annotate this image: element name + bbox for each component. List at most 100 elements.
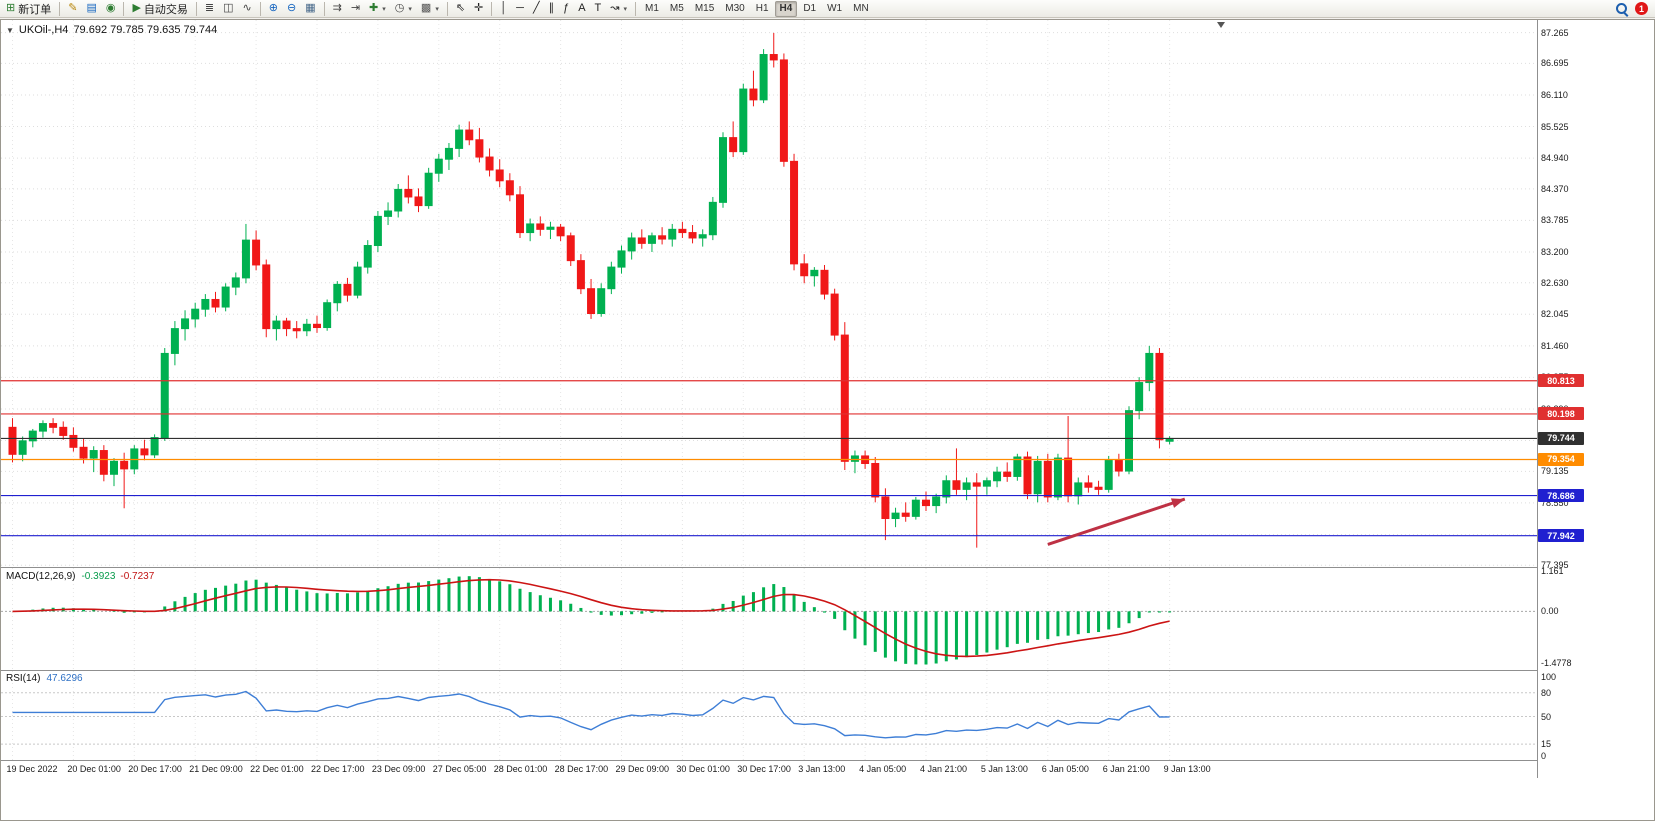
candle-body [749,88,758,101]
candle-body [120,460,129,470]
rsi-tick-label: 80 [1541,687,1552,698]
timeframe-mn-button[interactable]: MN [853,2,869,14]
text-label-button[interactable]: T [591,0,606,18]
candle-body [1114,459,1123,472]
candle-body [302,323,311,332]
candle-body [769,54,778,61]
zoom-in-icon: ⊕ [268,2,278,14]
indicators-button[interactable]: ✚ ▾ [365,0,390,18]
fibonacci-button[interactable]: ƒ [559,0,573,18]
data-feed-icon-button[interactable]: ◉ [102,0,120,18]
macd-tick-label: 1.161 [1541,566,1564,577]
candle-body [820,269,829,295]
tile-windows-button[interactable]: ▦ [301,0,319,18]
time-axis-label: 22 Dec 17:00 [311,764,365,774]
toolbar-separator [635,1,636,16]
candle-body [110,460,118,475]
candle-body [1064,457,1073,497]
candlestick-chart-icon-button[interactable]: ◫ [219,0,237,18]
arrows-button[interactable]: ↝ ▾ [606,0,631,18]
macd-panel-divider[interactable] [1,567,1654,568]
time-axis-label: 6 Jan 05:00 [1041,764,1089,774]
candle-body [759,54,768,101]
templates-button[interactable]: ▩ ▾ [417,0,443,18]
candle-body [678,228,687,234]
timeframe-m5-button[interactable]: M5 [669,2,684,14]
notification-badge[interactable]: 1 [1635,2,1648,15]
trendline-button[interactable]: ╱ [529,0,544,18]
price-chart-panel [1,20,1537,566]
timeframe-m1-button[interactable]: M1 [645,2,659,14]
tile-windows-icon: ▦ [305,2,316,14]
new-order-button[interactable]: ⊞ 新订单 [2,0,55,18]
candle-body [485,156,494,171]
auto-trading-button-label: 自动交易 [143,3,188,16]
candle-body [566,235,575,262]
candle-body [962,482,971,490]
rsi-value: 47.6296 [46,673,83,684]
candle-body [373,215,382,247]
auto-scroll-icon: ⇉ [332,2,342,14]
text-button[interactable]: A [574,0,589,18]
pencil-icon-button[interactable]: ✎ [64,0,81,18]
candle-body [181,318,190,330]
timeframe-w1-button[interactable]: W1 [827,2,843,14]
trend-arrow-line[interactable] [1047,497,1186,546]
cursor-button[interactable]: ⇖ [452,0,469,18]
time-axis[interactable]: 19 Dec 2022 20 Dec 01:00 20 Dec 17:00 21 De… [1,761,1537,778]
chart-shift-button[interactable]: ⇥ [347,0,364,18]
text-icon: A [578,2,586,14]
chart-shift-icon: ⇥ [350,2,361,14]
time-axis-label: 28 Dec 17:00 [554,764,609,774]
candle-body [434,158,443,174]
candle-body [1043,460,1052,498]
macd-name: MACD(12,26,9) [6,571,76,582]
auto-scroll-button[interactable]: ⇉ [329,0,346,18]
candle-body [688,232,697,239]
price-tick-label: 86.695 [1541,58,1569,69]
periods-button[interactable]: ◷ ▾ [391,0,416,18]
support-line-2-badge: 77.942 [1538,529,1584,543]
timeframe-h1-button[interactable]: H1 [755,2,769,14]
timeframe-m30-button[interactable]: M30 [725,2,745,14]
search-icon[interactable] [1616,3,1627,14]
candle-body [272,320,281,330]
crosshair-button[interactable]: ✛ [470,0,487,18]
price-tick-label: 84.940 [1541,153,1569,164]
chart-shift-marker[interactable] [1217,22,1225,28]
equidistant-channel-button[interactable]: ∥ [545,0,559,18]
candle-body [49,423,58,428]
vertical-line-icon: │ [500,2,508,14]
bar-chart-icon-button[interactable]: ≣ [201,0,218,18]
timeframe-h4-button[interactable]: H4 [774,0,798,17]
candle-body [313,323,321,329]
vertical-line-button[interactable]: │ [496,0,511,18]
candle-body [343,283,352,296]
candle-body [810,269,819,277]
rsi-line [12,690,1170,739]
timeframe-m15-button[interactable]: M15 [694,2,715,14]
candle-body [323,302,332,329]
zoom-out-button[interactable]: ⊖ [283,0,300,18]
candle-body [99,450,108,475]
price-tick-label: 82.630 [1541,277,1569,288]
price-scale[interactable]: 87.265 86.695 86.110 85.525 84.940 84.370 83.7… [1538,20,1654,778]
data-feed-icon-icon: ◉ [105,2,116,14]
line-chart-icon-button[interactable]: ∿ [239,0,256,18]
one-click-trading-toggle[interactable]: ▼ [6,25,14,35]
dropdown-caret-icon: ▾ [435,5,439,13]
zoom-in-button[interactable]: ⊕ [265,0,282,18]
rsi-panel-divider[interactable] [1,670,1654,671]
candle-body [850,455,859,462]
auto-trading-button[interactable]: ▶ 自动交易 [128,0,191,18]
chart-window-icon-button[interactable]: ▤ [82,0,100,18]
cursor-icon: ⇖ [455,2,466,14]
candle-body [384,210,393,217]
timeframe-d1-button[interactable]: D1 [803,2,817,14]
resistance-line-2-badge: 80.198 [1538,407,1584,421]
candle-body [28,430,37,442]
candle-body [627,237,636,252]
candle-body [587,288,596,315]
horizontal-line-button[interactable]: ─ [512,0,528,18]
candle-body [536,223,545,230]
